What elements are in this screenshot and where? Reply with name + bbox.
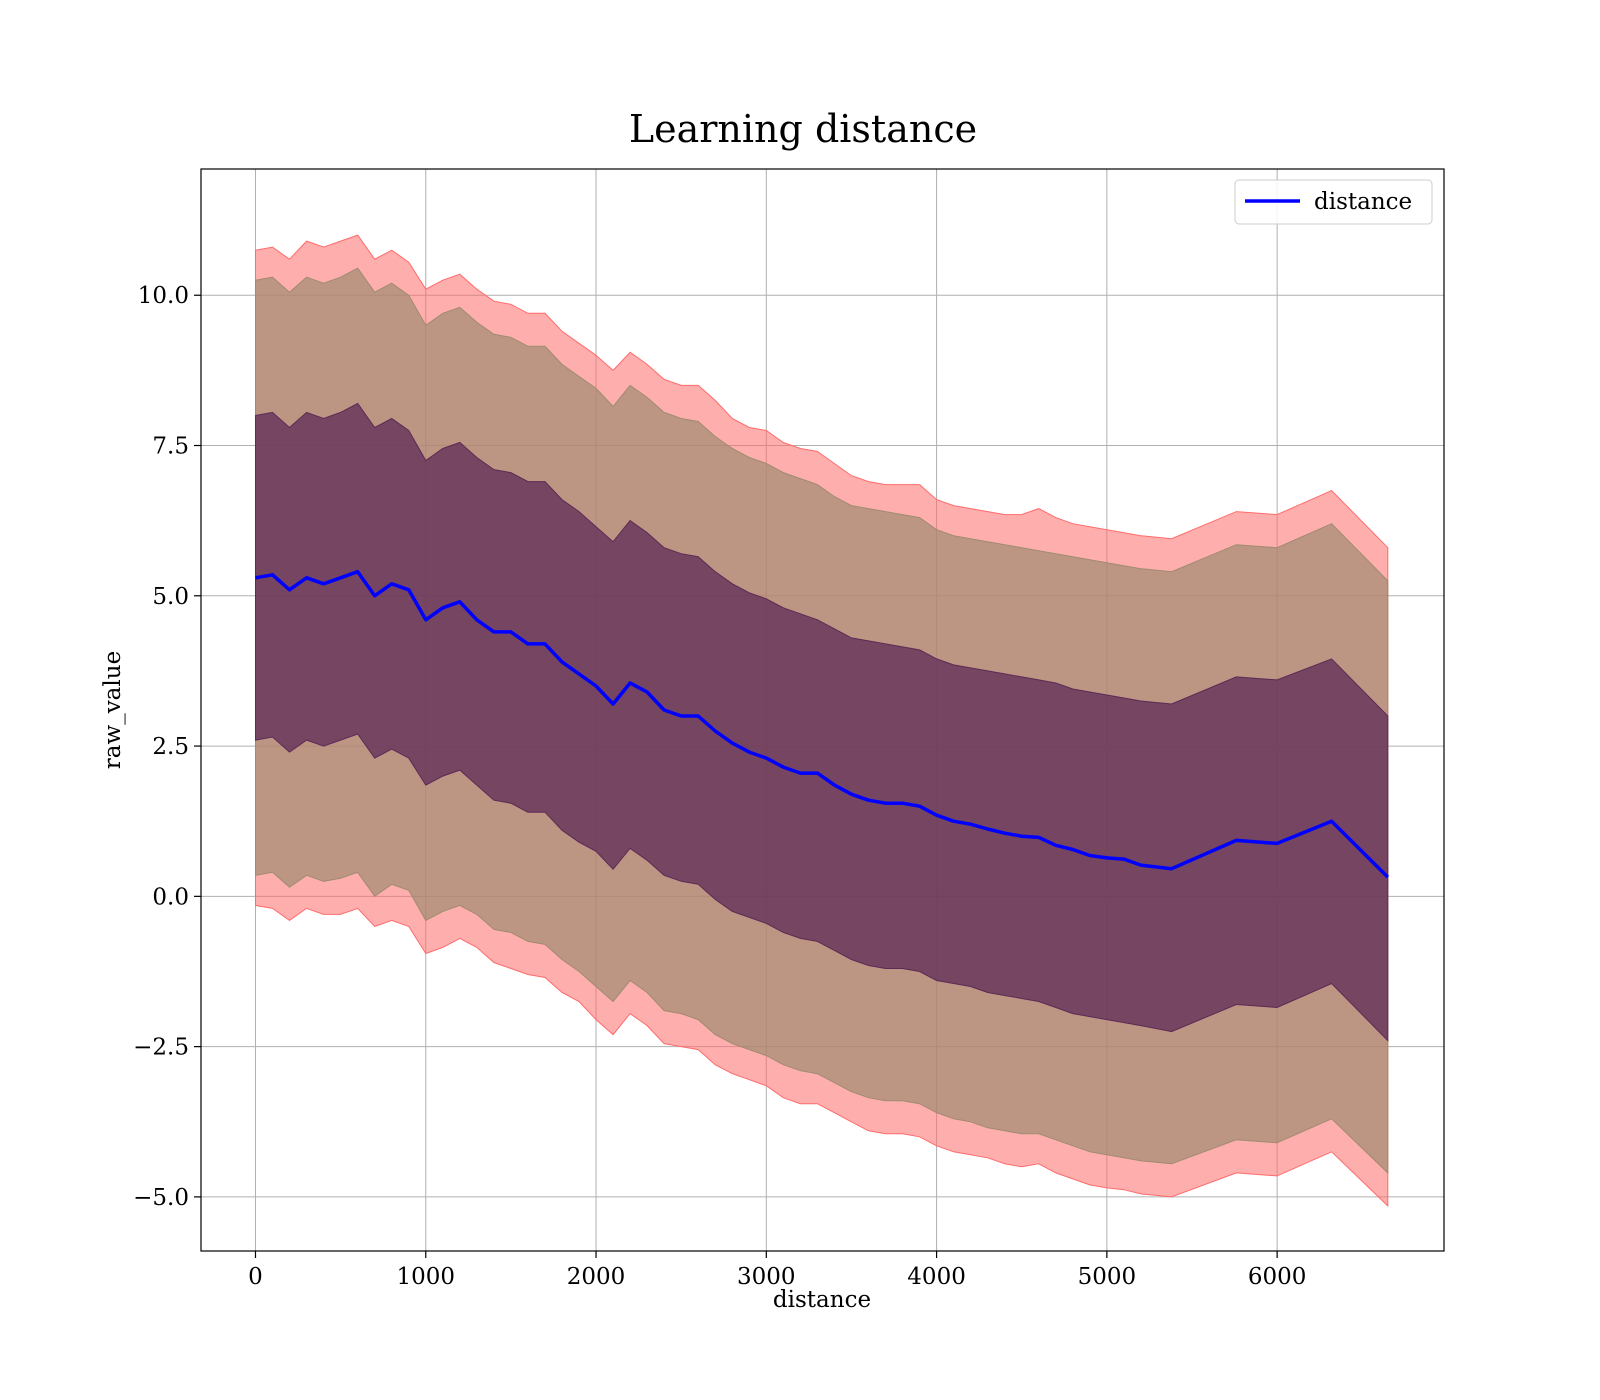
x-axis-ticks: 0 1000 2000 3000 4000 5000 6000 xyxy=(248,1251,1306,1290)
series-lines xyxy=(255,569,1390,879)
band-inner xyxy=(255,402,1389,1042)
series-line-distance xyxy=(255,569,1390,879)
chart-title: Learning distance xyxy=(629,107,977,151)
y-axis-ticks: −5.0 −2.5 0.0 2.5 5.0 7.5 10.0 xyxy=(133,283,201,1211)
x-tick-label: 5000 xyxy=(1078,1264,1137,1290)
y-tick-label: −5.0 xyxy=(133,1185,189,1211)
y-tick-label: 10.0 xyxy=(138,283,189,309)
legend-box xyxy=(1234,179,1433,225)
legend: distance xyxy=(1234,179,1433,225)
y-axis-label: raw_value xyxy=(100,651,126,769)
y-tick-label: 5.0 xyxy=(152,584,189,610)
bands xyxy=(255,234,1389,1208)
x-tick-label: 0 xyxy=(248,1264,263,1290)
x-tick-label: 1000 xyxy=(396,1264,455,1290)
x-tick-label: 2000 xyxy=(567,1264,626,1290)
plot-frame xyxy=(200,168,1445,1252)
x-tick-label: 4000 xyxy=(907,1264,966,1290)
x-tick-label: 3000 xyxy=(737,1264,796,1290)
y-tick-label: 0.0 xyxy=(152,884,189,910)
y-tick-label: 2.5 xyxy=(152,734,189,760)
y-tick-label: 7.5 xyxy=(152,434,189,460)
x-tick-label: 6000 xyxy=(1248,1264,1307,1290)
x-axis-label: distance xyxy=(773,1287,871,1313)
y-tick-label: −2.5 xyxy=(133,1035,189,1061)
legend-label: distance xyxy=(1314,189,1412,215)
